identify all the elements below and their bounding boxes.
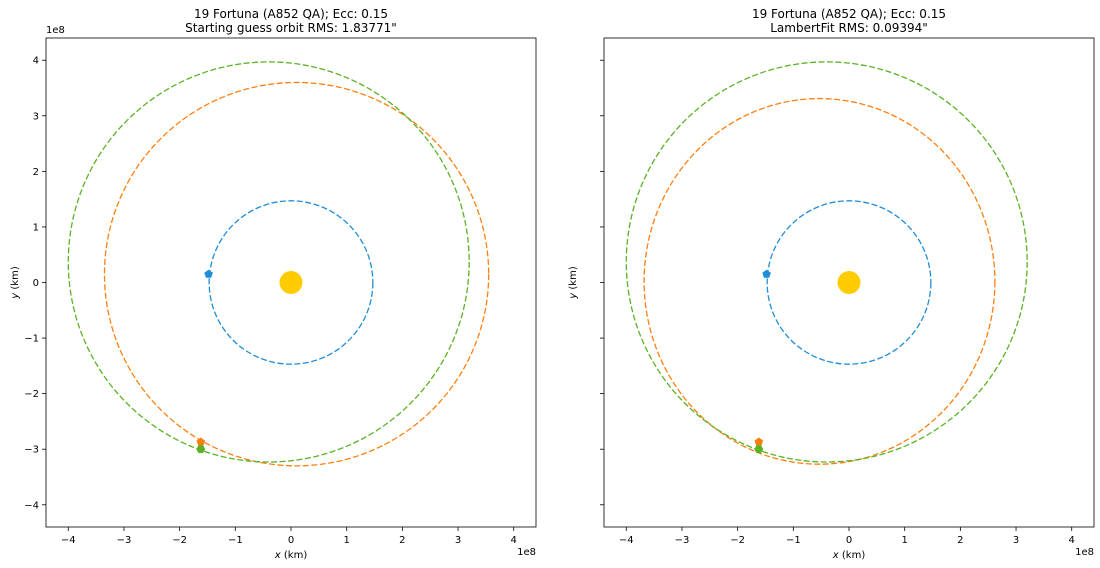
x-tick-label: −3 — [675, 535, 690, 546]
y-tick-label: 1 — [33, 222, 39, 233]
x-axis-label-var: x — [274, 550, 281, 561]
chart-title-line2: LambertFit RMS: 0.09394" — [770, 21, 928, 35]
x-axis-label: x (km) — [832, 550, 866, 561]
x-tick-label: 4 — [511, 535, 517, 546]
orbit-0 — [208, 200, 374, 365]
chart-title-line1: 19 Fortuna (A852 QA); Ecc: 0.15 — [752, 7, 946, 21]
orbit-2 — [67, 61, 470, 463]
x-offset-text: 1e8 — [517, 547, 536, 558]
x-tick-label: −2 — [172, 535, 187, 546]
y-tick-label: 4 — [33, 56, 39, 67]
x-offset-text: 1e8 — [1075, 547, 1094, 558]
orbit-1 — [103, 81, 490, 467]
x-tick-label: 2 — [399, 535, 405, 546]
orbit-2 — [625, 61, 1028, 463]
x-tick-label: −4 — [619, 535, 634, 546]
y-axis-label-var: y — [10, 292, 21, 300]
y-axis-label: y (km) — [10, 266, 21, 300]
x-axis-label: x (km) — [274, 550, 308, 561]
sun-marker — [837, 271, 861, 294]
x-tick-label: 0 — [288, 535, 294, 546]
x-tick-label: −1 — [228, 535, 243, 546]
y-tick-label: −3 — [24, 445, 39, 456]
y-axis-label-var: y — [568, 292, 579, 300]
body-marker-0 — [204, 269, 213, 278]
y-axis-label-unit: (km) — [10, 266, 21, 293]
x-tick-label: 2 — [957, 535, 963, 546]
x-tick-label: −2 — [730, 535, 745, 546]
y-axis-label: y (km) — [568, 266, 579, 300]
plot-area — [625, 61, 1028, 465]
x-tick-label: −3 — [117, 535, 132, 546]
x-tick-label: −4 — [61, 535, 76, 546]
x-axis-label-unit: (km) — [281, 550, 308, 561]
x-tick-label: −1 — [786, 535, 801, 546]
chart-title-line1: 19 Fortuna (A852 QA); Ecc: 0.15 — [194, 7, 388, 21]
y-offset-text: 1e8 — [46, 25, 65, 36]
y-tick-label: −2 — [24, 389, 39, 400]
chart-title-line2: Starting guess orbit RMS: 1.83771" — [185, 21, 397, 35]
x-tick-label: 1 — [901, 535, 907, 546]
body-marker-0 — [762, 269, 771, 278]
y-axis-label-unit: (km) — [568, 266, 579, 293]
body-marker-1 — [196, 437, 206, 446]
x-tick-label: 4 — [1069, 535, 1075, 546]
y-tick-label: 0 — [33, 278, 39, 289]
body-marker-2 — [754, 445, 764, 454]
y-tick-label: 2 — [33, 167, 39, 178]
x-tick-label: 0 — [846, 535, 852, 546]
x-tick-label: 1 — [343, 535, 349, 546]
x-tick-label: 3 — [455, 535, 461, 546]
x-tick-label: 3 — [1013, 535, 1019, 546]
y-tick-label: 3 — [33, 111, 39, 122]
plot-area — [67, 61, 490, 467]
body-marker-2 — [196, 445, 206, 454]
y-tick-label: −4 — [24, 500, 39, 511]
x-axis-label-unit: (km) — [839, 550, 866, 561]
sun-marker — [279, 271, 303, 294]
body-marker-1 — [754, 437, 764, 446]
y-tick-label: −1 — [24, 334, 39, 345]
orbit-1 — [643, 97, 996, 465]
x-axis-label-var: x — [832, 550, 839, 561]
orbit-0 — [766, 200, 932, 365]
